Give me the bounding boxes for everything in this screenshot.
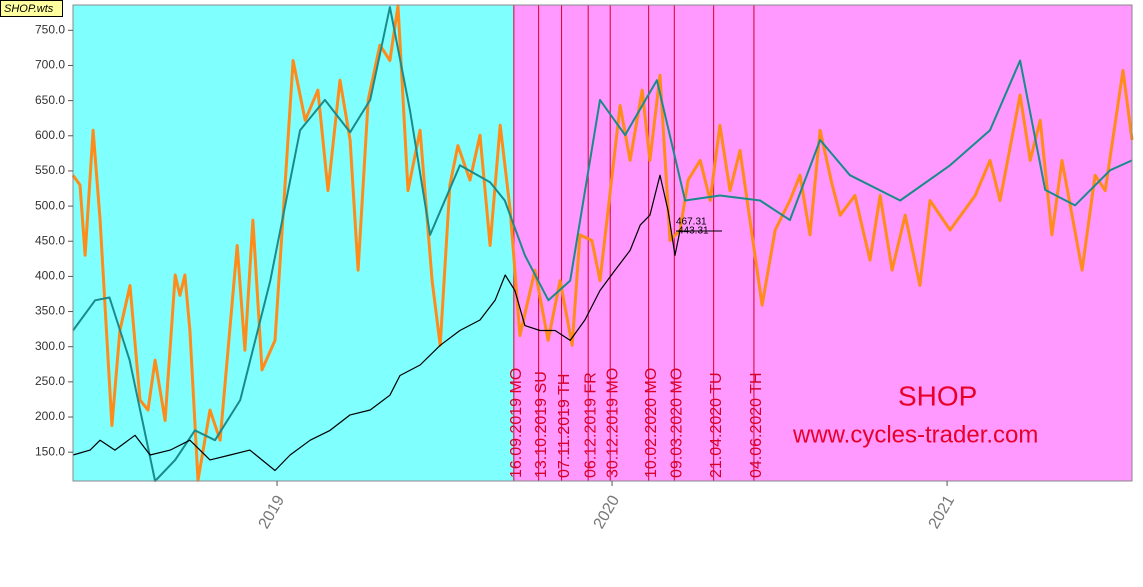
y-tick-label: 700.0: [35, 58, 65, 72]
background-after: [513, 5, 1132, 481]
y-tick-label: 200.0: [35, 409, 65, 423]
plot-background: [73, 5, 1132, 481]
y-tick-label: 150.0: [35, 444, 65, 458]
annotation: 443.31: [678, 226, 709, 237]
cycle-label: 13.10.2019 SU: [533, 371, 550, 478]
cycle-label: 04.06.2020 TH: [748, 372, 765, 478]
y-tick-label: 750.0: [35, 22, 65, 36]
y-tick-label: 500.0: [35, 198, 65, 212]
y-tick-label: 300.0: [35, 339, 65, 353]
website-label: www.cycles-trader.com: [792, 421, 1038, 448]
cycle-label: 09.03.2020 MO: [669, 368, 686, 478]
cycle-lines: 16.09.2019 MO 13.10.2019 SU 07.11.2019 TH 0…: [508, 5, 765, 481]
annotation: 467.31: [676, 217, 707, 228]
symbol-label: SHOP: [898, 380, 977, 411]
y-tick-label: 600.0: [35, 128, 65, 142]
y-tick-label: 550.0: [35, 163, 65, 177]
series-line: [71, 4, 1134, 482]
y-tick-label: 350.0: [35, 304, 65, 318]
file-label-box: [0, 0, 63, 17]
series-line: [72, 174, 681, 472]
cycle-label: 07.11.2019 TH: [556, 374, 573, 478]
plot-frame: [72, 4, 1133, 482]
y-tick-label: 450.0: [35, 233, 65, 247]
cycle-label: 06.12.2019 FR: [582, 372, 599, 478]
file-label: SHOP.wts: [4, 3, 54, 15]
y-tick-label: 250.0: [35, 374, 65, 388]
cycle-label: 30.12.2019 MO: [604, 368, 621, 478]
series-lines: [71, 4, 1134, 482]
y-tick-label: 400.0: [35, 269, 65, 283]
y-tick-label: 650.0: [35, 93, 65, 107]
cycle-label: 10.02.2020 MO: [643, 368, 660, 478]
cycle-label: 16.09.2019 MO: [508, 368, 525, 478]
series-line: [72, 6, 1133, 482]
background-before: [73, 5, 514, 481]
cycle-label: 21.04.2020 TU: [708, 372, 725, 478]
